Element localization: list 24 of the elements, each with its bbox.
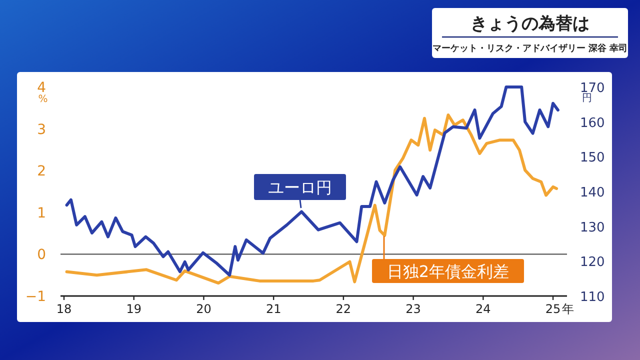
y2-tick-label: 150	[580, 150, 605, 166]
xlabel: 年	[562, 302, 574, 316]
y-tick-label: 4	[37, 80, 46, 96]
y-tick-label: 3	[37, 122, 46, 138]
x-tick-label: 19	[126, 302, 142, 316]
x-tick-label: 25	[545, 302, 561, 316]
x-tick-label: 21	[266, 302, 282, 316]
y2-tick-label: 130	[580, 220, 605, 236]
y-tick-label: 1	[37, 205, 46, 222]
x-tick-label: 24	[476, 302, 491, 316]
y2-tick-label: 140	[580, 186, 605, 200]
y-tick-label: −1	[25, 289, 46, 305]
y2-tick-label: 110	[580, 290, 605, 305]
y-tick-label: 0	[37, 247, 46, 264]
x-tick-label: 22	[336, 302, 352, 316]
ylabel: %	[38, 94, 48, 105]
subtitle: マーケット・リスク・アドバイザリー 深谷 幸司	[432, 44, 628, 54]
x-tick-label: 23	[406, 302, 421, 316]
x-tick-label: 18	[56, 302, 72, 316]
y2-tick-label: 120	[580, 255, 605, 270]
x-tick-label: 20	[196, 302, 212, 316]
y-tick-label: 2	[37, 164, 46, 180]
y2-tick-label: 160	[580, 116, 605, 131]
title: きょうの為替は	[470, 14, 590, 34]
